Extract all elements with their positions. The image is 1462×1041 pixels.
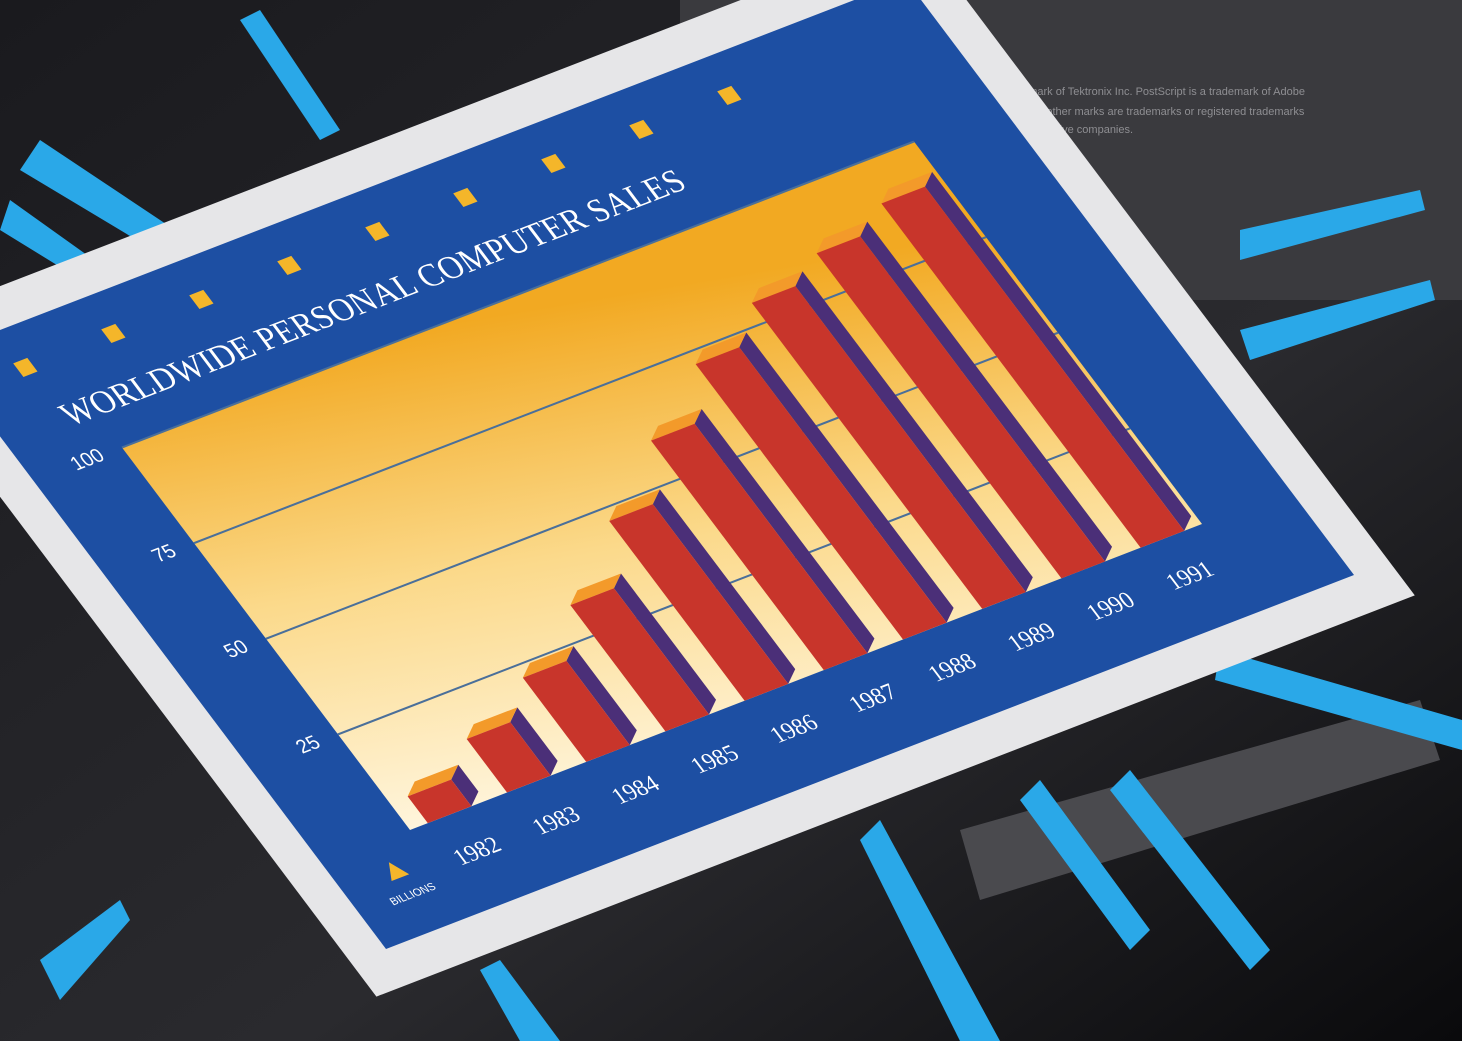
bar bbox=[466, 722, 551, 793]
bar bbox=[816, 236, 1105, 579]
bar-side bbox=[860, 221, 1113, 562]
decor-squares bbox=[13, 85, 742, 377]
bar-top bbox=[466, 707, 518, 739]
bar-top bbox=[751, 271, 803, 303]
bar-side bbox=[739, 332, 954, 623]
bar-top bbox=[695, 332, 747, 365]
bar-top bbox=[651, 408, 702, 441]
bar bbox=[570, 588, 709, 732]
bar-top bbox=[609, 489, 660, 521]
bar-side bbox=[924, 171, 1192, 531]
streak bbox=[1240, 190, 1425, 260]
bar-side bbox=[451, 764, 479, 807]
streak bbox=[480, 960, 560, 1041]
bar-top bbox=[407, 764, 459, 797]
bar-top bbox=[570, 573, 621, 606]
streak bbox=[240, 10, 340, 140]
bar-side bbox=[694, 408, 875, 654]
streak bbox=[1215, 650, 1462, 750]
streak bbox=[1240, 280, 1435, 360]
bar bbox=[881, 186, 1185, 548]
bar-side bbox=[652, 489, 796, 684]
chart: WORLDWIDE PERSONAL COMPUTER SALES BILLIO… bbox=[0, 0, 1415, 997]
bar bbox=[407, 779, 472, 824]
bar bbox=[751, 286, 1026, 609]
bar bbox=[651, 423, 868, 671]
axis-marker bbox=[388, 862, 410, 882]
bar-top bbox=[816, 221, 868, 254]
streak bbox=[40, 900, 130, 1000]
bar-side bbox=[566, 646, 637, 746]
bar-side bbox=[795, 271, 1033, 593]
streak bbox=[1020, 780, 1150, 950]
grid-line bbox=[121, 140, 915, 449]
streak bbox=[860, 820, 1000, 1041]
bar bbox=[695, 347, 947, 640]
bar-top bbox=[881, 171, 933, 204]
bar-side bbox=[510, 707, 558, 776]
bar bbox=[609, 504, 789, 701]
streak bbox=[1110, 770, 1270, 970]
bar-top bbox=[522, 646, 574, 678]
bar-side bbox=[613, 573, 717, 715]
bar bbox=[522, 660, 630, 762]
